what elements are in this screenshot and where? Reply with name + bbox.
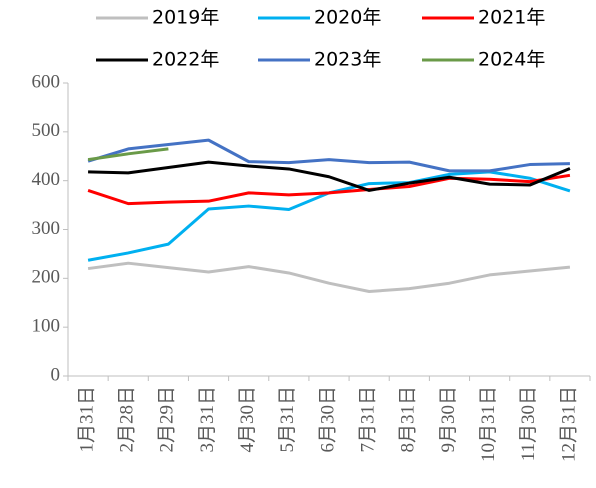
y-tick-label: 300: [32, 218, 61, 239]
series-line: [87, 261, 571, 294]
series-line: [87, 147, 169, 162]
y-tick-label: 600: [32, 71, 61, 92]
y-tick-label: 100: [32, 316, 61, 337]
legend-label: 2024年: [478, 49, 545, 71]
x-tick-label: 8月31日: [398, 386, 419, 453]
x-tick-label: 1月31日: [76, 386, 97, 453]
legend-label: 2021年: [478, 7, 545, 29]
series-line: [87, 173, 571, 206]
x-tick-label: 9月30日: [438, 386, 459, 453]
x-tick-label: 12月31日: [558, 386, 579, 462]
x-tick-label: 10月31日: [478, 386, 499, 462]
y-tick-label: 400: [32, 169, 61, 190]
x-tick-label: 7月31日: [358, 386, 379, 453]
y-tick-label: 500: [32, 120, 61, 141]
legend-label: 2019年: [152, 7, 219, 29]
x-tick-label: 11月30日: [518, 386, 539, 461]
x-tick-label: 6月30日: [317, 386, 338, 453]
x-tick-label: 2月28日: [117, 386, 138, 453]
x-tick-label: 3月31日: [197, 386, 218, 453]
series-line: [88, 160, 571, 192]
series-line: [87, 138, 570, 173]
legend-label: 2023年: [314, 49, 381, 71]
legend-label: 2020年: [314, 7, 381, 29]
x-tick-label: 5月31日: [277, 386, 298, 453]
x-tick-label: 4月30日: [237, 386, 258, 453]
y-tick-label: 200: [32, 267, 61, 288]
legend-label: 2022年: [152, 49, 219, 71]
y-tick-label: 0: [51, 364, 61, 385]
x-tick-label: 2月29日: [157, 386, 178, 453]
